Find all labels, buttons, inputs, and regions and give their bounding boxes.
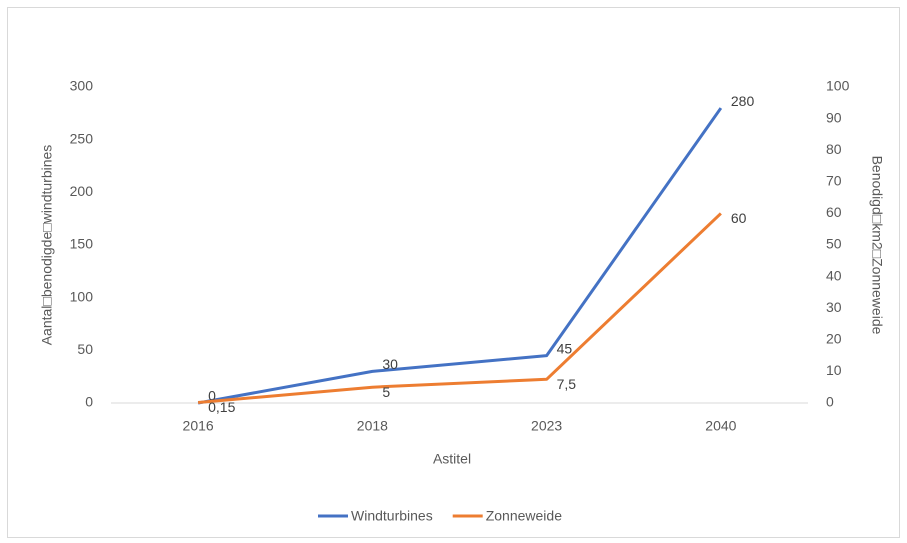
y2-tick-label: 100 bbox=[826, 78, 850, 94]
y2-tick-label: 0 bbox=[826, 394, 834, 410]
data-label: 0 bbox=[208, 388, 216, 404]
y2-tick-label: 70 bbox=[826, 173, 842, 189]
y-tick-label: 0 bbox=[85, 394, 93, 410]
data-label: 5 bbox=[382, 384, 390, 400]
data-label: 0,15 bbox=[208, 399, 235, 415]
x-tick-label: 2018 bbox=[357, 418, 388, 434]
y2-tick-label: 50 bbox=[826, 236, 842, 252]
data-label: 280 bbox=[731, 93, 755, 109]
y2-tick-label: 30 bbox=[826, 299, 842, 315]
x-tick-label: 2016 bbox=[183, 418, 214, 434]
x-tick-label: 2040 bbox=[705, 418, 736, 434]
y2-axis-title: Benodigd□km2□Zonneweide bbox=[869, 156, 885, 335]
y2-tick-label: 90 bbox=[826, 109, 842, 125]
y-tick-label: 50 bbox=[77, 341, 93, 357]
series-line bbox=[197, 212, 722, 405]
x-tick-label: 2023 bbox=[531, 418, 562, 434]
y2-tick-label: 80 bbox=[826, 141, 842, 157]
y-axis-title: Aantal□benodigde□windturbines bbox=[39, 145, 55, 346]
x-axis-title: Astitel bbox=[433, 451, 471, 467]
data-label: 30 bbox=[382, 356, 398, 372]
legend-label: Windturbines bbox=[351, 508, 433, 524]
data-label: 7,5 bbox=[557, 376, 577, 392]
y-tick-label: 150 bbox=[70, 236, 94, 252]
y-tick-label: 300 bbox=[70, 78, 94, 94]
series-line bbox=[197, 107, 723, 405]
chart-frame bbox=[7, 7, 900, 538]
y-tick-label: 200 bbox=[70, 183, 94, 199]
y2-tick-label: 20 bbox=[826, 331, 842, 347]
y2-tick-label: 40 bbox=[826, 267, 842, 283]
y2-tick-label: 10 bbox=[826, 362, 842, 378]
data-label: 60 bbox=[731, 210, 747, 226]
data-label: 45 bbox=[557, 340, 573, 356]
legend-label: Zonneweide bbox=[486, 508, 562, 524]
y-tick-label: 250 bbox=[70, 130, 94, 146]
y2-tick-label: 60 bbox=[826, 204, 842, 220]
y-tick-label: 100 bbox=[70, 288, 94, 304]
